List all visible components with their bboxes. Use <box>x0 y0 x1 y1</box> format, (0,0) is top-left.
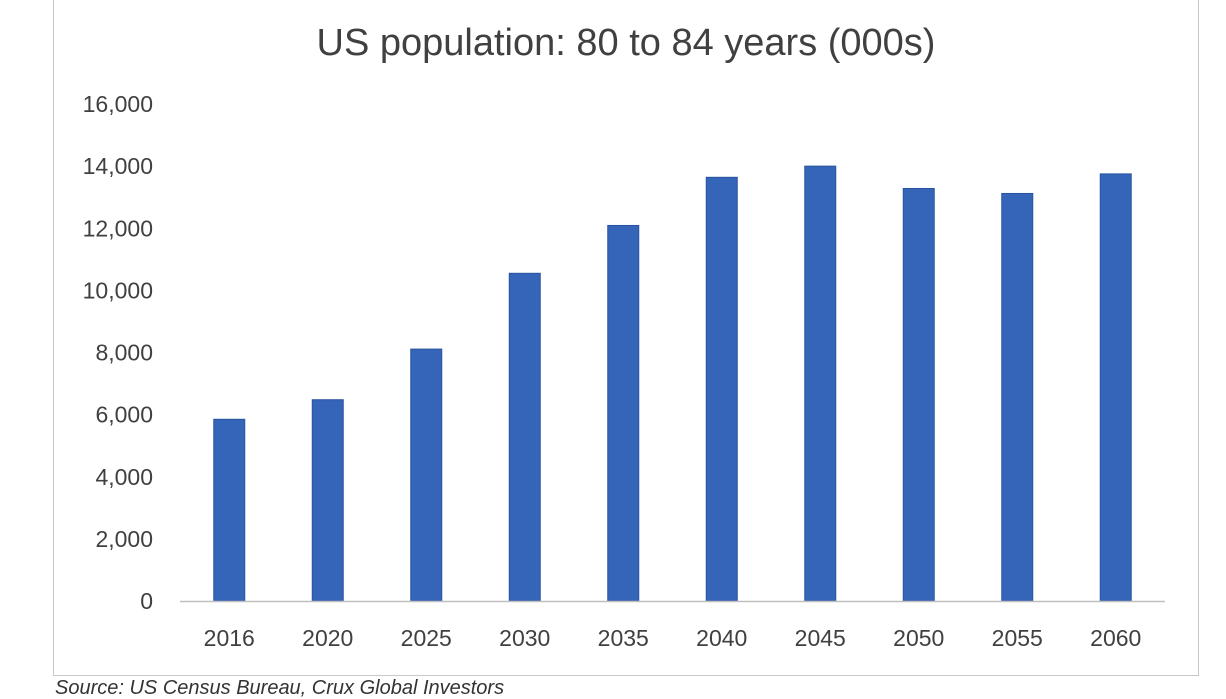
x-tick-label: 2060 <box>1090 625 1141 651</box>
bar-2060 <box>1099 173 1132 602</box>
bar-2025 <box>410 348 443 602</box>
bar-2016 <box>213 418 246 602</box>
y-tick-label: 0 <box>140 588 153 614</box>
bar-2040 <box>705 176 738 602</box>
bars-group <box>213 165 1132 602</box>
bar-2030 <box>508 272 541 602</box>
x-tick-label: 2016 <box>204 625 255 651</box>
x-tick-label: 2055 <box>992 625 1043 651</box>
x-tick-label: 2040 <box>696 625 747 651</box>
y-tick-label: 14,000 <box>83 153 153 179</box>
y-axis-tick-labels: 0 2,000 4,000 6,000 8,000 10,000 12,000 14,000 1… <box>83 91 153 614</box>
y-tick-label: 6,000 <box>95 402 153 428</box>
x-tick-label: 2035 <box>598 625 649 651</box>
bar-2035 <box>607 224 640 602</box>
bar-2020 <box>311 399 344 602</box>
x-tick-label: 2050 <box>893 625 944 651</box>
x-tick-label: 2045 <box>795 625 846 651</box>
y-tick-label: 12,000 <box>83 215 153 241</box>
x-axis-tick-labels: 2016 2020 2025 2030 2035 2040 2045 2050 2055 2060 <box>204 625 1142 651</box>
x-tick-label: 2025 <box>401 625 452 651</box>
x-tick-label: 2030 <box>499 625 550 651</box>
y-tick-label: 4,000 <box>95 464 153 490</box>
bar-2050 <box>902 187 935 602</box>
chart-title: US population: 80 to 84 years (000s) <box>317 22 936 64</box>
bar-2055 <box>1001 192 1034 602</box>
source-note: Source: US Census Bureau, Crux Global In… <box>55 677 505 699</box>
bar-2045 <box>804 165 837 602</box>
y-tick-label: 16,000 <box>83 91 153 117</box>
y-tick-label: 8,000 <box>95 340 153 366</box>
y-tick-label: 2,000 <box>95 526 153 552</box>
y-tick-label: 10,000 <box>83 277 153 303</box>
x-tick-label: 2020 <box>302 625 353 651</box>
